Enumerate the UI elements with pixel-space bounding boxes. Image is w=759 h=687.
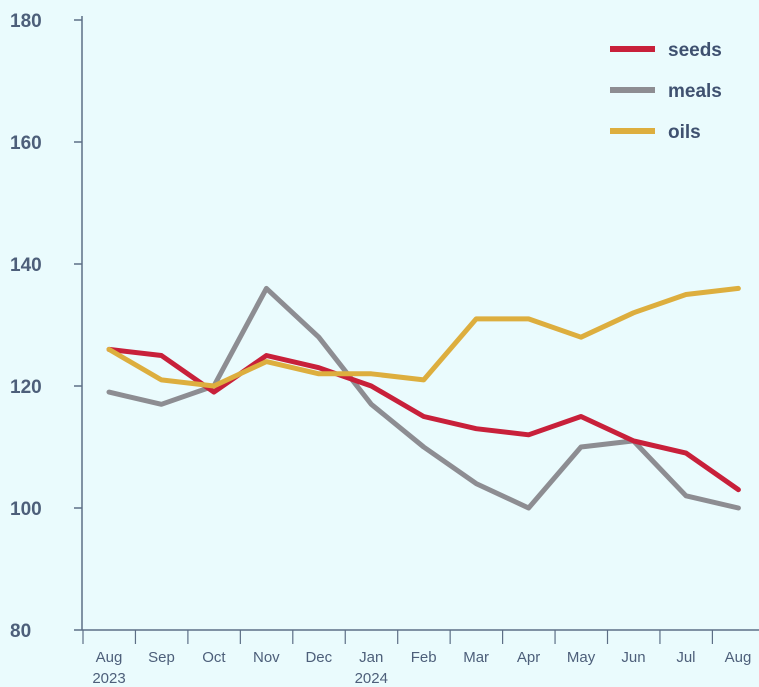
- y-tick-label: 160: [10, 133, 42, 154]
- legend-label-seeds: seeds: [668, 40, 722, 61]
- legend-label-oils: oils: [668, 122, 701, 143]
- x-tick-label: Jun: [621, 649, 645, 666]
- y-tick-label: 100: [10, 499, 42, 520]
- x-tick-label: Aug: [725, 649, 752, 666]
- x-tick-label: Jul: [676, 649, 695, 666]
- x-tick-label: Oct: [202, 649, 226, 666]
- y-tick-label: 180: [10, 11, 42, 32]
- x-tick-label: Dec: [305, 649, 332, 666]
- legend-label-meals: meals: [668, 81, 722, 102]
- x-tick-label: Sep: [148, 649, 175, 666]
- x-tick-label: Jan: [359, 649, 383, 666]
- x-tick-year-label: 2024: [355, 670, 388, 687]
- x-tick-label: Feb: [411, 649, 437, 666]
- x-tick-label: Mar: [463, 649, 489, 666]
- y-tick-label: 120: [10, 377, 42, 398]
- y-tick-label: 80: [10, 621, 31, 642]
- y-tick-label: 140: [10, 255, 42, 276]
- x-tick-label: May: [567, 649, 596, 666]
- x-tick-label: Nov: [253, 649, 280, 666]
- x-tick-label: Apr: [517, 649, 540, 666]
- x-tick-year-label: 2023: [92, 670, 125, 687]
- x-tick-label: Aug: [96, 649, 123, 666]
